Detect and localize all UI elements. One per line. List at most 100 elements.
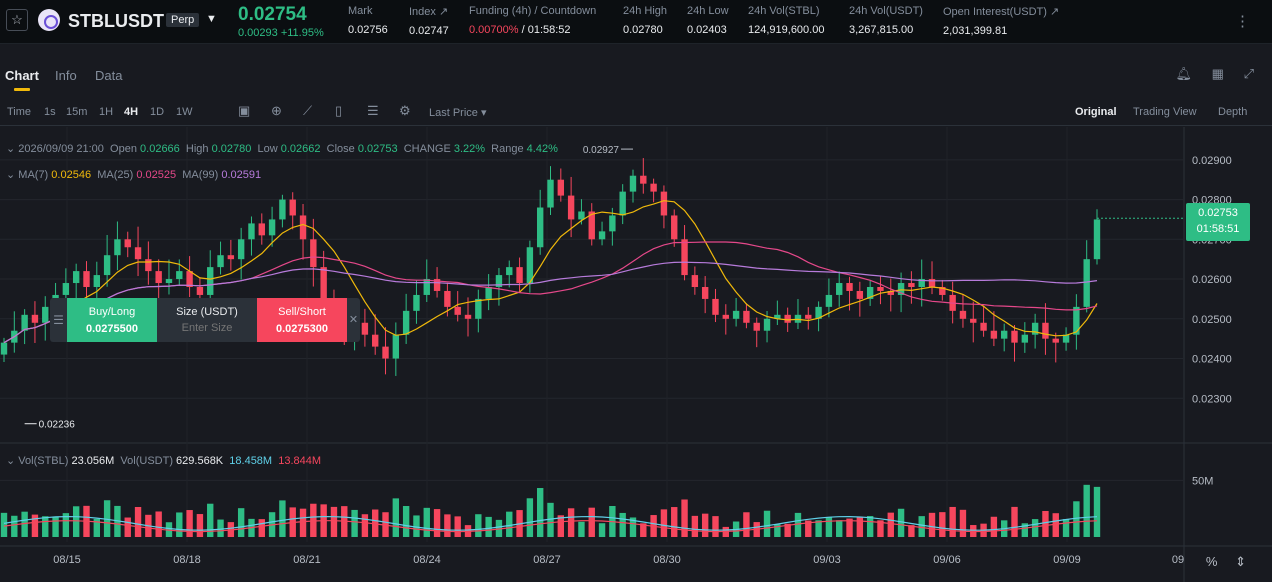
line-tool-icon[interactable]: ⟋	[303, 103, 313, 118]
settings-list-icon[interactable]: ☰	[367, 103, 379, 118]
volume-bar	[763, 510, 771, 537]
candle-body	[165, 279, 173, 284]
gear-icon[interactable]: ⚙	[399, 103, 411, 118]
candle-body	[1021, 334, 1029, 343]
stat-index[interactable]: Index ↗ 0.02747	[409, 6, 449, 37]
collapse-icon[interactable]: ⌄	[6, 143, 16, 155]
more-options-icon[interactable]: ⋮	[1235, 13, 1250, 30]
volume-bar	[743, 512, 750, 537]
interval-4h[interactable]: 4H	[124, 106, 139, 118]
size-input[interactable]	[162, 322, 252, 334]
collapse-icon[interactable]: ⌄	[6, 455, 16, 467]
candle-body	[83, 271, 90, 287]
stat-24h-low: 24h Low 0.02403	[687, 5, 729, 36]
tab-chart[interactable]: Chart	[5, 68, 39, 83]
candle-body	[320, 267, 327, 299]
candle-body	[887, 290, 894, 295]
volume-bar	[825, 517, 833, 537]
interval-1w[interactable]: 1W	[176, 106, 193, 118]
stat-open-interest[interactable]: Open Interest(USDT) ↗ 2,031,399.81	[943, 6, 1060, 37]
volume-bar	[134, 506, 142, 537]
volume-bar	[598, 523, 606, 537]
volume-bar	[31, 514, 39, 537]
candle-body	[701, 287, 709, 299]
candle-body	[1031, 322, 1039, 335]
buy-long-button[interactable]: Buy/Long 0.0275500	[67, 298, 157, 342]
volume-bar	[506, 511, 513, 537]
ohlc-legend: ⌄ 2026/09/09 21:00 Open 0.02666 High 0.0…	[6, 143, 558, 155]
candle-body	[691, 275, 699, 287]
candle-body	[217, 255, 224, 268]
drag-handle-icon[interactable]: ☰	[53, 313, 64, 327]
calendar-icon[interactable]: ▣	[238, 103, 251, 118]
interval-15m[interactable]: 15m	[66, 106, 88, 118]
y-tick-label: 0.02600	[1192, 274, 1232, 286]
volume-bar	[1083, 484, 1090, 537]
candle-body	[722, 314, 729, 319]
candle-body	[103, 255, 111, 276]
candle-body	[155, 271, 162, 284]
volume-bar	[124, 517, 131, 537]
tab-data[interactable]: Data	[95, 68, 123, 83]
candle-body	[578, 211, 585, 220]
candle-body	[279, 199, 286, 220]
interval-1d[interactable]: 1D	[150, 106, 165, 118]
bell-icon[interactable]: 🔔︎	[1175, 66, 1193, 81]
volume-bar	[681, 499, 688, 537]
vol-stbl-value: 23.056M	[71, 455, 115, 467]
volume-bar	[330, 506, 338, 537]
candle-body	[1073, 306, 1080, 335]
candle-body	[609, 215, 616, 232]
interval-time[interactable]: Time	[7, 106, 32, 118]
candle-body	[856, 290, 864, 299]
candle-body	[1062, 334, 1070, 343]
vol-ma2-line	[3, 520, 1098, 533]
view-depth[interactable]: Depth	[1218, 106, 1248, 118]
perp-badge: Perp	[166, 13, 200, 27]
candle-body	[743, 310, 750, 323]
candle-body	[495, 275, 503, 287]
ma99-value: 0.02591	[221, 169, 262, 181]
candle-body	[629, 175, 637, 192]
volume-bar	[949, 506, 956, 537]
interval-1s[interactable]: 1s	[44, 106, 56, 118]
candle-body	[846, 283, 853, 291]
candlestick-chart[interactable]: 0.029000.028000.027000.026000.025000.024…	[0, 127, 1272, 582]
candle-body	[660, 191, 668, 216]
candle-body	[897, 283, 905, 295]
volume-bar	[557, 515, 565, 537]
candle-body	[753, 322, 760, 331]
close-icon[interactable]: ✕	[348, 314, 359, 326]
price-type-select[interactable]: Last Price ▾	[429, 107, 487, 119]
grid-layout-icon[interactable]: ▦	[1211, 66, 1224, 81]
percent-scale-icon[interactable]: %	[1205, 554, 1218, 569]
symbol-name[interactable]: STBLUSDT	[68, 11, 164, 31]
view-original[interactable]: Original	[1075, 106, 1117, 118]
interval-1h[interactable]: 1H	[99, 106, 114, 118]
volume-bar	[310, 503, 317, 537]
sell-short-button[interactable]: Sell/Short 0.0275300	[257, 298, 347, 342]
auto-scale-icon[interactable]: ⇕	[1235, 554, 1246, 569]
volume-bar	[578, 521, 585, 537]
view-trading-view[interactable]: Trading View	[1133, 106, 1197, 118]
symbol-dropdown-icon[interactable]: ▼	[206, 13, 217, 25]
volume-bar	[918, 516, 925, 537]
volume-bar	[567, 508, 575, 537]
volume-bar	[836, 520, 843, 537]
coin-logo-icon	[38, 9, 60, 31]
tab-info[interactable]: Info	[55, 68, 77, 83]
x-tick-label: 09/03	[813, 554, 841, 566]
candle-type-icon[interactable]: ▯	[335, 103, 343, 118]
candle-body	[413, 294, 420, 311]
candle-body	[784, 314, 791, 323]
collapse-icon[interactable]: ⌄	[6, 169, 16, 181]
volume-bar	[42, 516, 49, 537]
low-marker-label: 0.02236	[39, 420, 76, 431]
candle-body	[227, 255, 235, 260]
expand-icon[interactable]: ⤢	[1243, 66, 1254, 81]
add-indicator-icon[interactable]: ⊕	[271, 103, 282, 118]
favorite-star-icon[interactable]: ☆	[6, 9, 28, 31]
candle-body	[918, 279, 925, 287]
funding-rate: 0.00700%	[469, 24, 519, 36]
volume-bar	[1093, 486, 1101, 537]
